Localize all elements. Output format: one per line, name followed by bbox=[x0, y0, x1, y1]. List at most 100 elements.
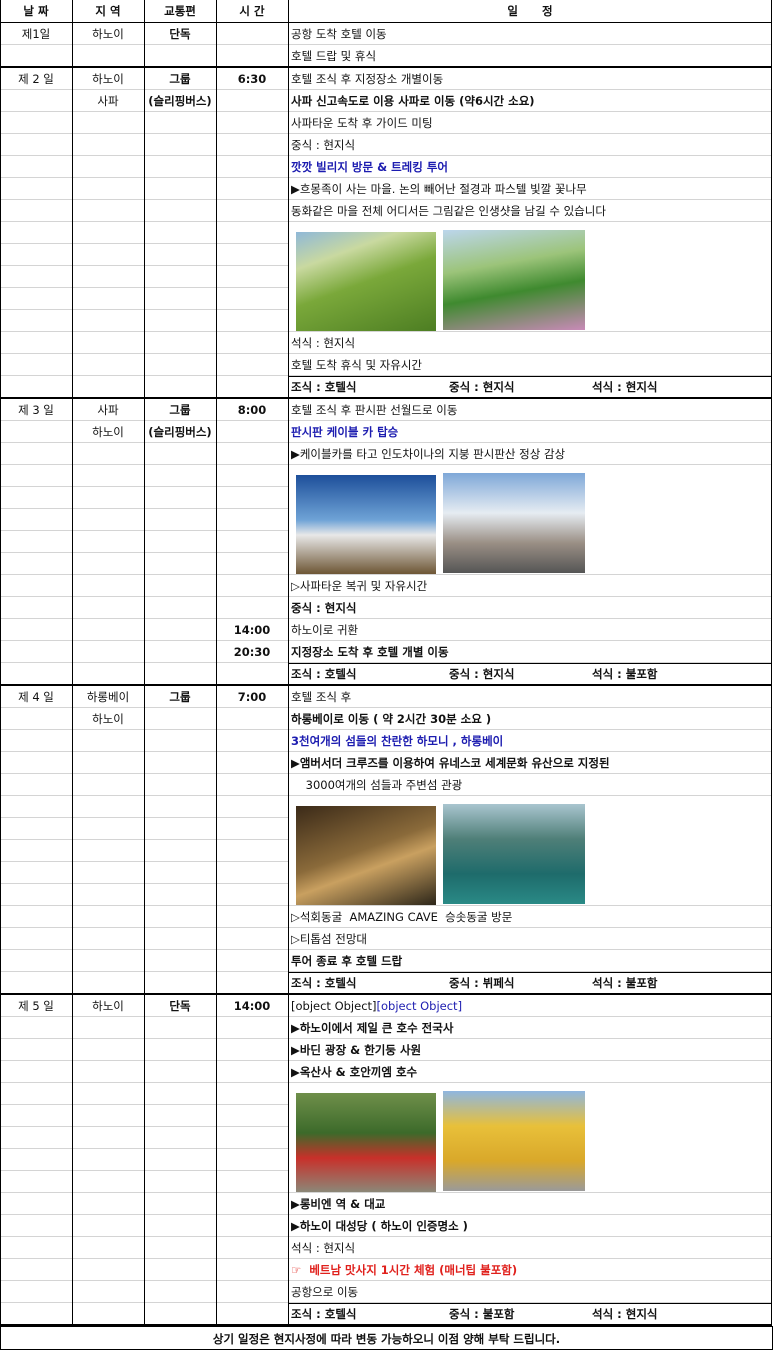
meal: 석식 : 불포함 bbox=[592, 976, 658, 990]
schedule-text: [object Object][object Object] bbox=[291, 995, 771, 1017]
rule bbox=[0, 66, 772, 68]
header-cell: 지 역 bbox=[95, 4, 121, 18]
row-line bbox=[0, 795, 772, 796]
schedule-text: ▷사파타운 복귀 및 자유시간 bbox=[291, 579, 428, 593]
row-line bbox=[0, 1280, 772, 1281]
time: 6:30 bbox=[237, 72, 267, 86]
row-line bbox=[0, 1302, 772, 1303]
schedule-text: 호텔 조식 후 지정장소 개별이동 bbox=[291, 72, 444, 86]
meal: 석식 : 불포함 bbox=[592, 667, 658, 681]
rule bbox=[288, 0, 289, 1326]
day-label: 제 4 일 bbox=[18, 690, 54, 704]
rule bbox=[288, 663, 772, 664]
schedule-text: 호텔 조식 후 판시판 선월드로 이동 bbox=[291, 403, 458, 417]
row-line bbox=[0, 971, 772, 972]
meal: 중식 : 뷔페식 bbox=[449, 976, 515, 990]
schedule-text: 석식 : 현지식 bbox=[291, 1241, 356, 1255]
transport: 단독 bbox=[169, 27, 191, 41]
schedule-text: ▶바딘 광장 & 한기둥 사원 bbox=[291, 1043, 422, 1057]
schedule-text: 3000여개의 섬들과 주변섬 관광 bbox=[291, 778, 463, 792]
row-line bbox=[0, 596, 772, 597]
row-line bbox=[0, 155, 772, 156]
schedule-text: 판시판 케이블 카 탑승 bbox=[291, 425, 399, 439]
schedule-text: 호텔 드랍 및 휴식 bbox=[291, 49, 377, 63]
schedule-text: ▶케이블카를 타고 인도차이나의 지붕 판시판산 정상 감상 bbox=[291, 447, 566, 461]
time: 20:30 bbox=[233, 645, 271, 659]
rule bbox=[72, 0, 73, 1326]
photo bbox=[443, 1091, 585, 1191]
transport: 그룹 bbox=[169, 690, 191, 704]
schedule-text: 깟깟 빌리지 방문 & 트레킹 투어 bbox=[291, 160, 449, 174]
schedule-text: ▶롱비엔 역 & 대교 bbox=[291, 1197, 386, 1211]
row-line bbox=[0, 420, 772, 421]
time: 14:00 bbox=[233, 623, 271, 637]
row-line bbox=[0, 707, 772, 708]
schedule-text: 공항 도착 호텔 이동 bbox=[291, 27, 387, 41]
row-line bbox=[0, 464, 772, 465]
row-line bbox=[0, 199, 772, 200]
row-line bbox=[0, 773, 772, 774]
row-line bbox=[0, 1192, 772, 1193]
rule bbox=[288, 1303, 772, 1304]
meal: 중식 : 현지식 bbox=[449, 380, 515, 394]
time: 14:00 bbox=[233, 999, 271, 1013]
row-line bbox=[0, 89, 772, 90]
rule bbox=[216, 0, 217, 1326]
row-line bbox=[0, 640, 772, 641]
schedule-text: 사파타운 도착 후 가이드 미팅 bbox=[291, 116, 433, 130]
row-line bbox=[0, 1214, 772, 1215]
transport: 그룹 bbox=[169, 403, 191, 417]
region: 하노이 bbox=[92, 27, 124, 41]
time: 7:00 bbox=[237, 690, 267, 704]
header-cell: 날 짜 bbox=[23, 4, 49, 18]
schedule-text: ▶옥산사 & 호안끼엠 호수 bbox=[291, 1065, 418, 1079]
photo bbox=[296, 806, 436, 906]
schedule-text: 석식 : 현지식 bbox=[291, 336, 356, 350]
row-line bbox=[0, 353, 772, 354]
row-line bbox=[0, 905, 772, 906]
meal: 조식 : 호텔식 bbox=[291, 667, 357, 681]
row-line bbox=[0, 949, 772, 950]
region: 하노이 bbox=[92, 712, 124, 726]
schedule-text: 공항으로 이동 bbox=[291, 1285, 359, 1299]
region: 하노이 bbox=[92, 999, 124, 1013]
row-line bbox=[0, 1016, 772, 1017]
day-label: 제 5 일 bbox=[18, 999, 54, 1013]
photo bbox=[296, 232, 436, 332]
row-line bbox=[0, 44, 772, 45]
row-line bbox=[0, 618, 772, 619]
schedule-text: 호텔 조식 후 bbox=[291, 690, 352, 704]
text-part: [object Object] bbox=[291, 999, 377, 1013]
meal: 석식 : 현지식 bbox=[592, 1307, 658, 1321]
row-line bbox=[0, 1038, 772, 1039]
day-label: 제 3 일 bbox=[18, 403, 54, 417]
transport: 단독 bbox=[169, 999, 191, 1013]
schedule-text: 하롱베이로 이동 ( 약 2시간 30분 소요 ) bbox=[291, 712, 492, 726]
row-line bbox=[0, 177, 772, 178]
region: 하롱베이 bbox=[86, 690, 130, 704]
schedule-text: 지정장소 도착 후 호텔 개별 이동 bbox=[291, 645, 449, 659]
rule bbox=[0, 993, 772, 995]
row-line bbox=[0, 1258, 772, 1259]
row-line bbox=[0, 442, 772, 443]
row-line bbox=[0, 1082, 772, 1083]
photo bbox=[443, 804, 585, 904]
schedule-text: 사파 신고속도로 이용 사파로 이동 (약6시간 소요) bbox=[291, 94, 535, 108]
row-line bbox=[0, 1236, 772, 1237]
row-line bbox=[0, 111, 772, 112]
schedule-text: ▷티톱섬 전망대 bbox=[291, 932, 367, 946]
region: 사파 bbox=[97, 94, 119, 108]
row-line bbox=[0, 662, 772, 663]
row-line bbox=[0, 133, 772, 134]
rule bbox=[0, 0, 1, 1326]
row-line bbox=[0, 574, 772, 575]
rule bbox=[771, 0, 772, 1326]
region: 사파 bbox=[97, 403, 119, 417]
row-line bbox=[0, 751, 772, 752]
schedule-text: 하노이로 귀환 bbox=[291, 623, 359, 637]
rule bbox=[0, 684, 772, 686]
photo bbox=[443, 473, 585, 573]
rule bbox=[288, 376, 772, 377]
header-cell: 시 간 bbox=[239, 4, 265, 18]
